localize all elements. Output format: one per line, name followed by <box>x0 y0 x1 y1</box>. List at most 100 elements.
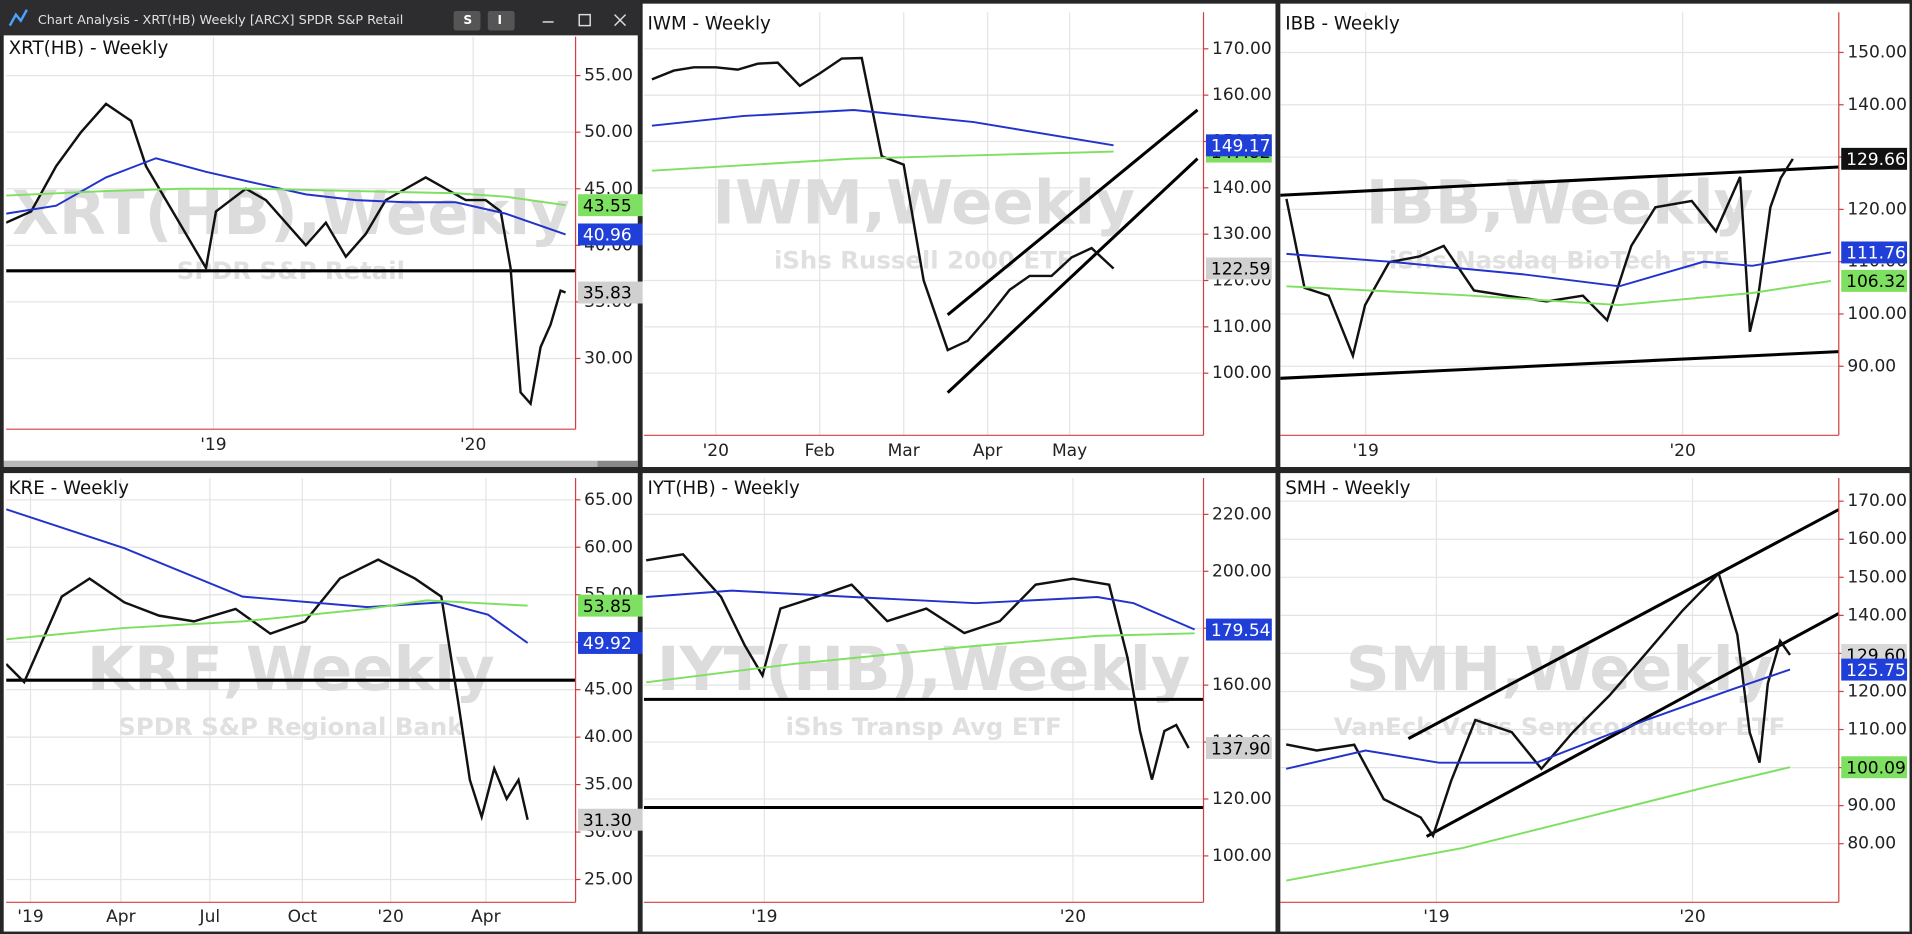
scrollbar <box>3 460 638 467</box>
plot-area: KRE,Weekly SPDR S&P Regional Bank <box>6 477 576 903</box>
x-tick-label: '19 <box>17 907 43 927</box>
x-tick-label: Apr <box>973 441 1004 461</box>
series-line <box>6 599 528 641</box>
watermark: XRT(HB),Weekly <box>12 178 570 249</box>
panel <box>1280 3 1910 468</box>
y-tick-label: 170.00 <box>1847 491 1907 511</box>
series-line <box>6 558 529 822</box>
x-tick-label: '20 <box>1669 441 1695 461</box>
x-tick-label: Feb <box>805 441 835 461</box>
series-line <box>1286 251 1832 288</box>
price-badge-label: 31.30 <box>583 811 632 831</box>
y-tick-label: 100.00 <box>1847 304 1907 324</box>
y-tick-label: 60.00 <box>584 537 633 557</box>
panel <box>3 473 638 932</box>
maximize-button[interactable] <box>578 13 591 27</box>
y-tick-label: 80.00 <box>1847 834 1896 854</box>
y-tick-label: 110.00 <box>1212 317 1272 337</box>
chart-title: IWM - Weekly <box>648 13 772 34</box>
panel <box>1280 473 1910 932</box>
y-tick-label: 45.00 <box>584 179 633 199</box>
price-badge <box>1841 147 1908 170</box>
price-badge <box>578 808 644 831</box>
y-tick-label: 140.00 <box>1847 95 1907 115</box>
chart-title: KRE - Weekly <box>9 478 130 499</box>
x-tick-label: Mar <box>888 441 921 461</box>
y-tick-label: 45.00 <box>584 680 633 700</box>
price-badge <box>1205 134 1272 157</box>
price-badge-label: 40.96 <box>583 226 632 246</box>
watermark: SMH,Weekly <box>1346 634 1774 705</box>
x-tick-label: '20 <box>377 907 403 927</box>
window-title: Chart Analysis - XRT(HB) Weekly [ARCX] S… <box>38 13 403 28</box>
plot-area: IBB,Weekly iShs Nasdaq BioTech ETF <box>1280 12 1839 436</box>
price-badge <box>1205 618 1272 641</box>
watermark-subtitle: iShs Russell 2000 ETF <box>774 246 1073 275</box>
watermark: IWM,Weekly <box>712 167 1135 238</box>
button[interactable] <box>487 10 515 31</box>
plot-area: IYT(HB),Weekly iShs Transp Avg ETF <box>643 477 1204 903</box>
y-tick-label: 140.00 <box>1212 178 1272 198</box>
price-badge <box>578 594 644 617</box>
y-tick-label: 150.00 <box>1847 567 1907 587</box>
price-badge-label: 149.17 <box>1211 137 1271 157</box>
x-tick-label: '20 <box>703 441 729 461</box>
y-tick-label: 65.00 <box>584 490 633 510</box>
watermark: IYT(HB),Weekly <box>657 634 1191 705</box>
y-tick-label: 120.00 <box>1212 789 1272 809</box>
price-badge-label: 43.55 <box>583 196 632 216</box>
trend-line <box>946 108 1199 316</box>
price-badge-label: 111.76 <box>1846 244 1906 264</box>
y-tick-label: 160.00 <box>1212 675 1272 695</box>
watermark: IBB,Weekly <box>1366 167 1754 238</box>
y-tick-label: 130.00 <box>1212 224 1272 244</box>
x-tick-label: '20 <box>1679 907 1705 927</box>
chart: IBB,Weekly iShs Nasdaq BioTech ETF 90.00 10… <box>1280 3 1910 468</box>
y-tick-label: 160.00 <box>1847 529 1907 549</box>
trend-line <box>1280 165 1839 197</box>
close-button[interactable] <box>614 14 627 27</box>
y-tick-label: 40.00 <box>584 727 633 747</box>
trend-line <box>1407 508 1839 741</box>
y-tick-label: 200.00 <box>1212 561 1272 581</box>
scrollbar-thumb <box>597 460 638 467</box>
series-line <box>6 187 566 207</box>
price-badge-label: 125.75 <box>1846 661 1906 681</box>
y-tick-label: 100.00 <box>1212 846 1272 866</box>
app-icon <box>8 9 28 27</box>
y-tick-label: 90.00 <box>1847 356 1896 376</box>
price-badge <box>1205 257 1272 280</box>
price-badge-label: 100.09 <box>1846 758 1906 778</box>
watermark-subtitle: VanEck Vctrs Semiconductor ETF <box>1334 712 1786 741</box>
button-label[interactable]: S <box>463 13 472 27</box>
x-tick-label: Apr <box>106 907 137 927</box>
x-tick-label: '19 <box>1352 441 1378 461</box>
y-tick-label: 170.00 <box>1212 39 1272 59</box>
series-line <box>6 102 567 407</box>
price-badge <box>1841 241 1908 264</box>
series-line <box>646 589 1196 631</box>
price-badge-label: 106.32 <box>1846 272 1906 292</box>
price-badge-label: 137.90 <box>1211 739 1271 759</box>
price-badge <box>578 223 644 246</box>
y-tick-label: 100.00 <box>1212 363 1272 383</box>
price-badge <box>578 194 644 217</box>
chart: IWM,Weekly iShs Russell 2000 ETF 100.00 110… <box>642 3 1276 468</box>
price-badge <box>578 631 644 654</box>
plot-area: SMH,Weekly VanEck Vctrs Semiconductor ETF <box>1280 477 1839 903</box>
button[interactable] <box>453 10 481 31</box>
chart-title: IYT(HB) - Weekly <box>648 478 801 499</box>
series-line <box>645 552 1190 780</box>
chart: IYT(HB),Weekly iShs Transp Avg ETF 100.00 1… <box>642 473 1276 932</box>
price-badge-label: 179.54 <box>1211 621 1271 641</box>
y-tick-label: 90.00 <box>1847 796 1896 816</box>
chart-title: IBB - Weekly <box>1285 13 1400 34</box>
window-title-bar: Chart Analysis - XRT(HB) Weekly [ARCX] S… <box>0 0 641 36</box>
watermark-subtitle: iShs Transp Avg ETF <box>786 712 1062 741</box>
watermark: KRE,Weekly <box>87 634 495 705</box>
price-badge-label: 49.92 <box>583 634 632 654</box>
button-label[interactable]: I <box>498 13 503 27</box>
